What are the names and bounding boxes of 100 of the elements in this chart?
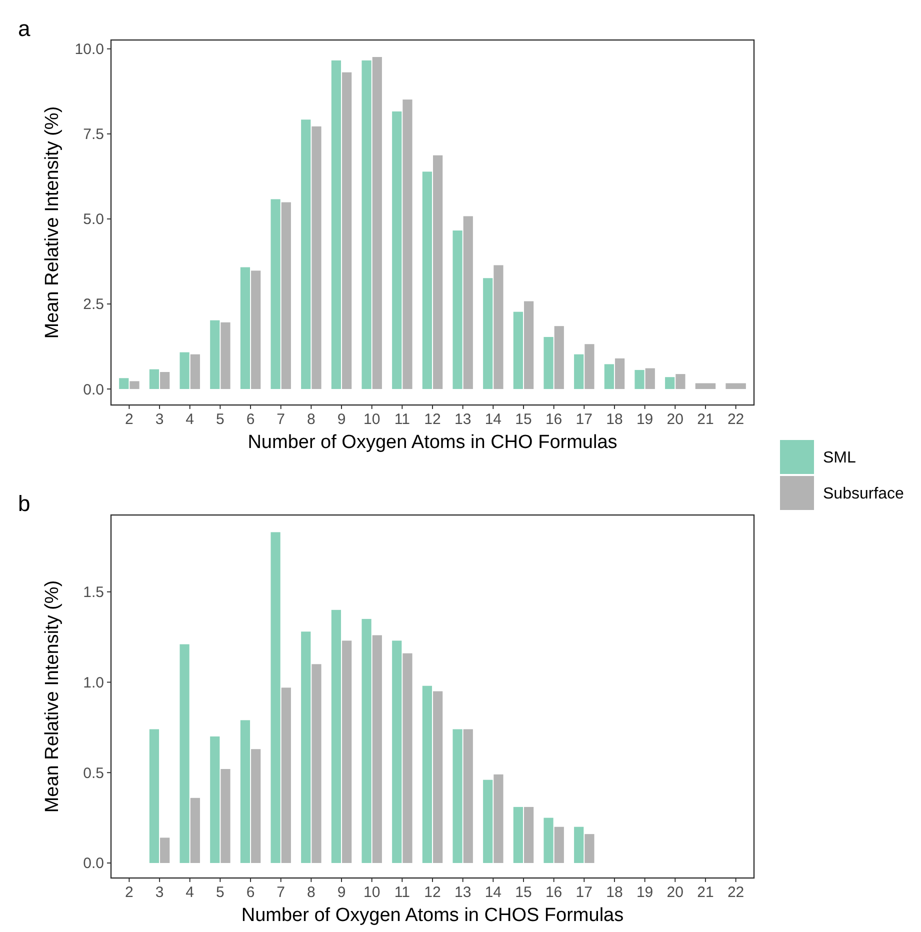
x-tick-label: 2 (125, 411, 134, 428)
x-tick-label: 20 (666, 884, 684, 901)
y-tick-label: 0.0 (83, 855, 104, 872)
bar (422, 686, 432, 863)
bar (240, 720, 250, 863)
bar (251, 270, 261, 390)
bar (483, 278, 493, 390)
bar (544, 818, 554, 863)
bar (301, 632, 311, 863)
bar (372, 635, 382, 863)
bar (676, 374, 686, 390)
bar (210, 736, 220, 863)
x-tick-label: 8 (307, 411, 316, 428)
bar (513, 806, 523, 863)
x-tick-label: 7 (276, 411, 286, 428)
y-axis-title: Mean Relative Intensity (%) (42, 106, 63, 339)
bar (645, 368, 655, 390)
bar (544, 336, 554, 390)
x-tick-label: 3 (155, 884, 164, 901)
bar (190, 798, 200, 863)
x-tick-label: 20 (666, 411, 684, 428)
x-tick-label: 6 (246, 884, 255, 901)
bar (270, 532, 280, 863)
chart-title: b (18, 491, 30, 516)
bar (574, 826, 584, 863)
x-tick-label: 10 (363, 411, 380, 428)
x-tick-label: 5 (216, 411, 224, 428)
x-tick-label: 9 (337, 411, 346, 428)
bar (331, 60, 342, 390)
bar (524, 301, 534, 390)
x-tick-label: 18 (606, 884, 623, 901)
bar (422, 172, 432, 390)
y-tick-label: 7.5 (83, 126, 104, 144)
y-tick-label: 2.5 (83, 296, 104, 314)
bar (554, 826, 564, 863)
bar (554, 326, 564, 390)
bar (402, 100, 412, 390)
bar (463, 729, 473, 863)
y-tick-label: 5.0 (83, 211, 104, 228)
x-tick-label: 11 (394, 411, 410, 428)
x-tick-label: 21 (697, 411, 714, 428)
bar (584, 344, 594, 390)
bar (402, 653, 412, 863)
x-tick-label: 16 (545, 411, 562, 428)
bar (483, 780, 493, 863)
bar (281, 202, 291, 390)
bar (251, 749, 261, 863)
bar (312, 126, 322, 390)
x-tick-label: 12 (424, 884, 441, 901)
bar (524, 806, 534, 863)
bar (494, 265, 504, 390)
bar (392, 640, 402, 863)
bar (119, 378, 129, 390)
x-tick-label: 21 (697, 884, 714, 901)
bar (312, 664, 322, 863)
x-tick-label: 12 (424, 411, 441, 428)
bar (604, 364, 614, 390)
bar (433, 155, 443, 390)
x-tick-label: 4 (186, 411, 194, 428)
legend-label: SML (823, 450, 856, 467)
x-tick-label: 22 (727, 411, 744, 428)
bar (452, 729, 462, 863)
bar (180, 644, 190, 863)
bar (372, 57, 382, 390)
x-tick-label: 17 (576, 884, 592, 901)
bar (463, 216, 473, 390)
bar (584, 834, 594, 863)
x-tick-label: 18 (606, 411, 623, 428)
bar (270, 199, 280, 390)
bar (342, 72, 352, 390)
bar (342, 640, 352, 863)
x-tick-label: 13 (454, 884, 472, 901)
chart-title: a (18, 16, 31, 41)
x-tick-label: 6 (246, 411, 255, 428)
bar (130, 381, 140, 390)
bar (190, 354, 200, 390)
bar (240, 267, 250, 390)
bar (362, 618, 372, 863)
bar (301, 120, 311, 390)
x-tick-label: 3 (155, 411, 164, 428)
x-tick-label: 14 (484, 884, 502, 901)
x-tick-label: 19 (636, 884, 654, 901)
x-tick-label: 19 (636, 411, 654, 428)
bar (452, 230, 462, 390)
x-tick-label: 13 (454, 411, 472, 428)
bar (180, 352, 190, 390)
bar (160, 372, 170, 390)
x-tick-label: 7 (276, 884, 286, 901)
bar (513, 312, 523, 390)
y-tick-label: 0.5 (83, 764, 104, 782)
y-axis-title: Mean Relative Intensity (%) (42, 580, 63, 813)
x-tick-label: 2 (125, 884, 134, 901)
bar (149, 369, 160, 390)
bar (614, 358, 625, 390)
x-tick-label: 22 (727, 884, 744, 901)
bar (220, 322, 230, 390)
x-tick-label: 16 (545, 884, 562, 901)
bar (574, 354, 584, 390)
bar (494, 774, 504, 863)
bar (634, 370, 644, 390)
